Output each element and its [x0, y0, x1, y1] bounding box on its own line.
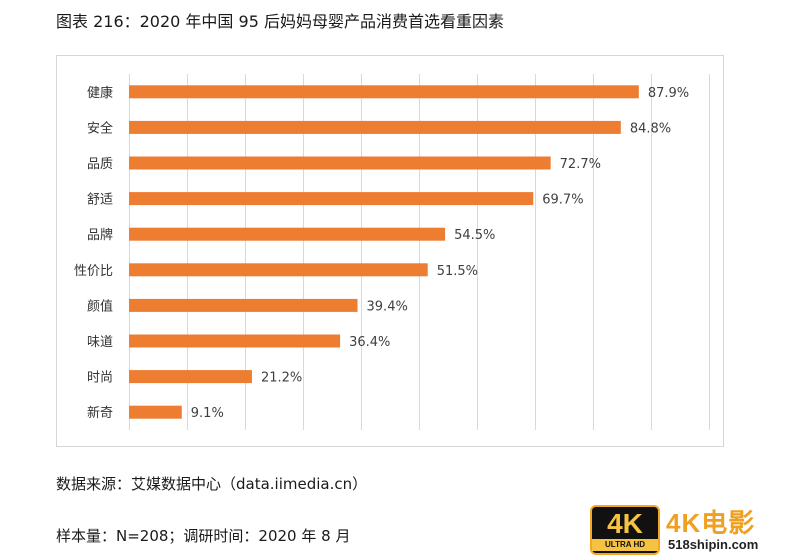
watermark-logo: 4K ULTRA HD 4K电影 518shipin.com — [590, 503, 786, 557]
value-label: 51.5% — [437, 264, 478, 279]
bar — [129, 370, 252, 384]
watermark-brand: 4K电影 — [666, 508, 756, 538]
category-label: 舒适 — [87, 193, 113, 208]
bar — [129, 405, 182, 419]
category-label: 品牌 — [87, 227, 113, 243]
value-label: 39.4% — [367, 299, 408, 314]
bar — [129, 334, 341, 348]
value-label: 69.7% — [542, 193, 583, 208]
category-label: 性价比 — [74, 264, 113, 279]
bar — [129, 192, 534, 206]
value-label: 36.4% — [349, 335, 390, 350]
bar — [129, 156, 551, 170]
figure-title: 图表 216：2020 年中国 95 后妈妈母婴产品消费首选看重因素 — [56, 12, 504, 31]
watermark-badge: 4K ULTRA HD — [590, 505, 660, 555]
watermark-url: 518shipin.com — [668, 537, 759, 552]
value-label: 9.1% — [191, 406, 224, 421]
watermark-badge-sub: ULTRA HD — [592, 539, 658, 551]
bar — [129, 263, 428, 277]
sample-text: 样本量：N=208；调研时间：2020 年 8 月 — [56, 527, 351, 545]
chart-frame: 健康 87.9% 安全 84.8% 品质 72.7% 舒适 69.7% 品牌 54.5% 性价比 51… — [56, 55, 724, 447]
category-label: 时尚 — [87, 371, 113, 386]
category-label: 健康 — [87, 85, 113, 101]
category-label: 安全 — [87, 120, 113, 136]
source-text: 数据来源：艾媒数据中心（data.iimedia.cn） — [56, 475, 368, 493]
bar — [129, 298, 358, 312]
category-label: 品质 — [87, 157, 113, 172]
category-label: 颜值 — [87, 298, 113, 314]
category-label: 味道 — [87, 335, 113, 350]
watermark-badge-main: 4K — [607, 508, 643, 539]
bar — [129, 227, 446, 241]
bar — [129, 85, 639, 99]
category-label: 新奇 — [87, 405, 113, 421]
value-label: 54.5% — [454, 228, 495, 243]
value-label: 84.8% — [630, 121, 671, 136]
bar — [129, 120, 621, 134]
bar-chart: 健康 87.9% 安全 84.8% 品质 72.7% 舒适 69.7% 品牌 54.5% 性价比 51… — [74, 74, 710, 430]
value-label: 87.9% — [648, 86, 689, 101]
value-label: 72.7% — [560, 157, 601, 172]
value-label: 21.2% — [261, 371, 302, 386]
